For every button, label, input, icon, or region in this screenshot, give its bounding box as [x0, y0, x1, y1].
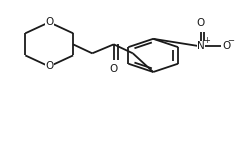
Text: N: N	[197, 41, 205, 51]
Text: O: O	[197, 18, 205, 29]
Text: O: O	[45, 61, 53, 71]
Text: −: −	[227, 36, 234, 45]
Text: O: O	[223, 41, 231, 51]
Text: O: O	[45, 17, 53, 27]
Text: O: O	[110, 64, 118, 74]
Text: +: +	[203, 36, 210, 45]
